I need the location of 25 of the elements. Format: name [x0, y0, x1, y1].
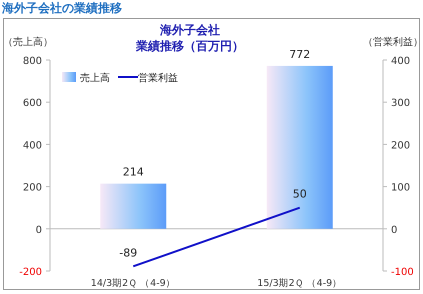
chart-title: 海外子会社: [159, 23, 220, 37]
x-tick-label: 15/3期2Ｑ （4-9）: [257, 277, 342, 289]
y-tick-label: 0: [36, 224, 42, 236]
y-axis-title: （売上高）: [3, 36, 53, 48]
y-tick-label: 800: [22, 56, 42, 67]
y-tick-label: 200: [22, 182, 42, 194]
y-tick-label: 600: [22, 98, 42, 110]
y2-tick-label: 300: [391, 98, 410, 110]
chart-subtitle: 業績推移（百万円）: [135, 39, 244, 53]
data-label: 50: [292, 188, 307, 201]
y2-tick-label: 400: [391, 56, 410, 67]
y2-tick-label: 100: [391, 182, 410, 194]
legend-label: 営業利益: [138, 72, 178, 84]
y2-axis-title: （営業利益）: [363, 36, 423, 48]
data-label: 772: [289, 48, 310, 61]
y2-tick-label: 200: [391, 140, 410, 152]
y2-tick-label: -100: [391, 267, 414, 278]
y2-tick-label: 0: [391, 224, 398, 236]
text: 海外子会社の業績推移: [1, 1, 122, 15]
x-tick-label: 14/3期2Ｑ （4-9）: [90, 277, 176, 289]
y-tick-label: -200: [19, 267, 42, 278]
legend-label: 売上高: [80, 72, 110, 84]
y-tick-label: 400: [22, 140, 42, 152]
data-label: -89: [119, 246, 138, 260]
data-label: 214: [122, 166, 144, 179]
